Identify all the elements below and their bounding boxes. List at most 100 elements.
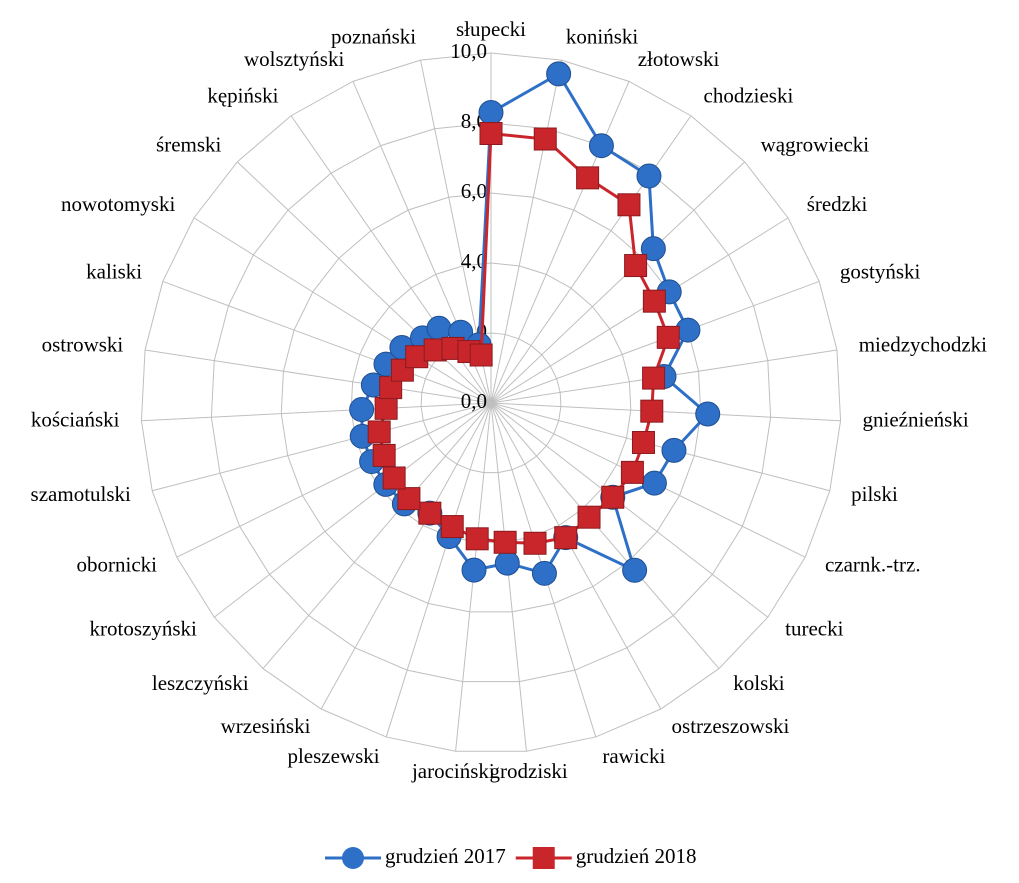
category-label: leszczyński <box>152 671 249 695</box>
category-label: wolsztyński <box>244 47 345 71</box>
axis-tick-label: 6,0 <box>461 179 487 203</box>
legend-label: grudzień 2018 <box>576 844 697 868</box>
marker <box>640 236 666 262</box>
marker <box>588 133 614 159</box>
spoke <box>141 402 492 422</box>
spoke <box>213 402 492 618</box>
marker <box>397 487 421 511</box>
marker <box>656 325 680 349</box>
marker <box>695 401 721 427</box>
marker <box>426 315 452 341</box>
marker <box>478 100 504 125</box>
legend-marker <box>342 847 364 869</box>
marker <box>349 397 375 423</box>
grid-ring <box>140 52 842 752</box>
spoke <box>152 402 492 492</box>
spoke <box>236 161 492 404</box>
category-label: koniński <box>566 24 639 48</box>
spoke <box>193 217 492 404</box>
marker <box>461 557 487 583</box>
legend-label: grudzień 2017 <box>385 844 506 868</box>
marker <box>374 396 398 420</box>
marker <box>601 485 625 509</box>
spoke <box>176 402 492 558</box>
marker <box>418 501 442 525</box>
marker <box>367 420 391 444</box>
marker <box>533 127 557 151</box>
spoke <box>144 349 492 404</box>
legend-item: grudzień 2017 <box>325 844 506 869</box>
spoke <box>490 402 662 710</box>
category-label: grodziski <box>490 759 568 783</box>
spoke <box>490 402 769 618</box>
category-label: czarnk.-trz. <box>825 553 921 577</box>
category-label: kolski <box>733 671 785 695</box>
marker <box>493 530 517 554</box>
marker <box>531 560 557 586</box>
marker <box>494 550 520 576</box>
marker <box>382 466 406 490</box>
spoke <box>385 402 492 738</box>
marker <box>636 163 662 189</box>
marker <box>631 430 655 454</box>
category-label: turecki <box>785 617 843 641</box>
grid-ring <box>350 262 632 543</box>
category-label: gostyński <box>840 260 921 284</box>
marker <box>479 122 503 145</box>
category-label: ostrowski <box>42 332 124 356</box>
marker <box>624 254 648 278</box>
grid-ring <box>210 122 772 683</box>
category-label: krotoszyński <box>90 617 197 641</box>
marker <box>576 166 600 190</box>
spoke <box>490 161 746 404</box>
spoke <box>490 81 630 404</box>
legend-marker <box>532 847 555 869</box>
marker <box>546 61 572 87</box>
marker <box>641 470 667 496</box>
marker <box>440 515 464 539</box>
category-label: śremski <box>156 133 221 157</box>
marker <box>372 443 396 467</box>
category-label: kościański <box>31 408 120 432</box>
spoke <box>490 60 562 404</box>
category-label: wągrowiecki <box>761 133 870 157</box>
category-label: złotowski <box>638 47 720 71</box>
category-label: jarociński <box>411 759 495 783</box>
category-label: ostrzeszowski <box>672 714 790 738</box>
marker <box>554 526 578 550</box>
category-label: poznański <box>331 24 416 48</box>
marker <box>642 366 666 390</box>
marker <box>379 376 403 400</box>
marker <box>640 399 664 423</box>
marker <box>642 289 666 313</box>
marker <box>617 193 641 217</box>
category-label: nowotomyski <box>61 192 176 216</box>
spoke <box>490 402 720 669</box>
marker <box>469 343 493 367</box>
spoke <box>490 217 789 404</box>
marker <box>523 531 547 555</box>
spoke <box>320 402 492 710</box>
category-label: kaliski <box>86 260 142 284</box>
category-label: wrzesiński <box>221 714 311 738</box>
marker <box>620 460 644 484</box>
spoke <box>490 402 527 752</box>
spoke <box>490 115 692 404</box>
category-label: miedzychodzki <box>859 332 987 356</box>
marker <box>622 557 648 583</box>
spoke <box>162 280 492 404</box>
category-label: obornicki <box>77 553 158 577</box>
category-label: szamotulski <box>31 482 131 506</box>
spoke <box>490 402 841 422</box>
category-label: pleszewski <box>287 744 379 768</box>
marker <box>661 437 687 463</box>
spoke <box>262 402 492 669</box>
spoke <box>490 280 820 404</box>
category-label: chodzieski <box>704 83 794 107</box>
category-label: pilski <box>851 482 898 506</box>
category-label: kępiński <box>207 83 278 107</box>
marker <box>465 527 489 551</box>
spoke <box>490 402 830 492</box>
marker <box>577 505 601 529</box>
